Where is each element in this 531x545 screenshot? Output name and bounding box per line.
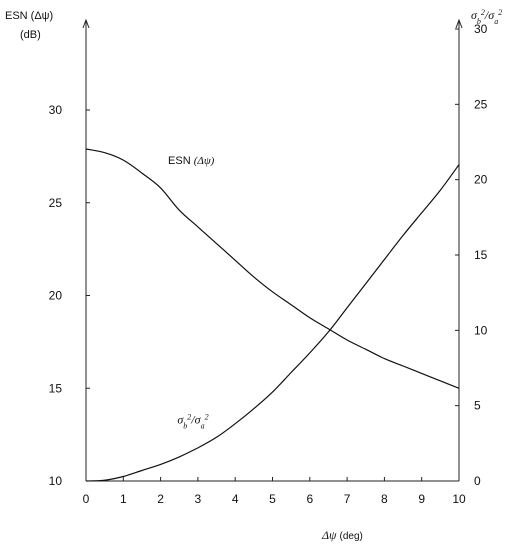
x-tick-label: 1 xyxy=(120,492,127,506)
x-tick-label: 8 xyxy=(381,492,388,506)
series-line-esn xyxy=(85,148,460,389)
annotation-variance-ratio: σb2/σa2 xyxy=(177,412,208,430)
left-tick-label: 15 xyxy=(49,381,63,395)
left-tick-label: 30 xyxy=(49,103,63,117)
right-tick-label: 30 xyxy=(474,22,488,36)
x-axis-label: Δψ (deg) xyxy=(321,528,363,542)
right-tick-label: 15 xyxy=(474,248,488,262)
left-tick-label: 20 xyxy=(49,289,63,303)
x-tick-label: 10 xyxy=(452,492,466,506)
left-tick-label: 10 xyxy=(49,474,63,488)
left-axis-unit: (dB) xyxy=(20,29,41,41)
x-tick-label: 9 xyxy=(418,492,425,506)
tick-group: 0 1 2 3 4 5 6 7 8 9 10 10 15 20 25 30 0 5 10 15 20 25 30 xyxy=(49,22,488,506)
annotation-esn: ESN (Δψ) xyxy=(168,155,215,167)
left-axis-label: ESN (Δψ) xyxy=(5,10,53,22)
right-tick-label: 10 xyxy=(474,323,488,337)
x-tick-label: 5 xyxy=(269,492,276,506)
series-line-variance-ratio xyxy=(85,164,460,482)
right-tick-label: 5 xyxy=(474,399,481,413)
right-tick-label: 0 xyxy=(474,474,481,488)
right-axis-arrow xyxy=(455,18,463,29)
right-tick-label: 25 xyxy=(474,97,488,111)
x-tick-label: 3 xyxy=(195,492,202,506)
series-group xyxy=(85,148,460,482)
x-tick-label: 7 xyxy=(344,492,351,506)
right-tick-label: 20 xyxy=(474,173,488,187)
x-tick-label: 2 xyxy=(157,492,164,506)
x-tick-label: 0 xyxy=(83,492,90,506)
left-tick-label: 25 xyxy=(49,196,63,210)
x-tick-label: 4 xyxy=(232,492,239,506)
x-tick-label: 6 xyxy=(306,492,313,506)
left-axis-arrow xyxy=(82,18,90,29)
